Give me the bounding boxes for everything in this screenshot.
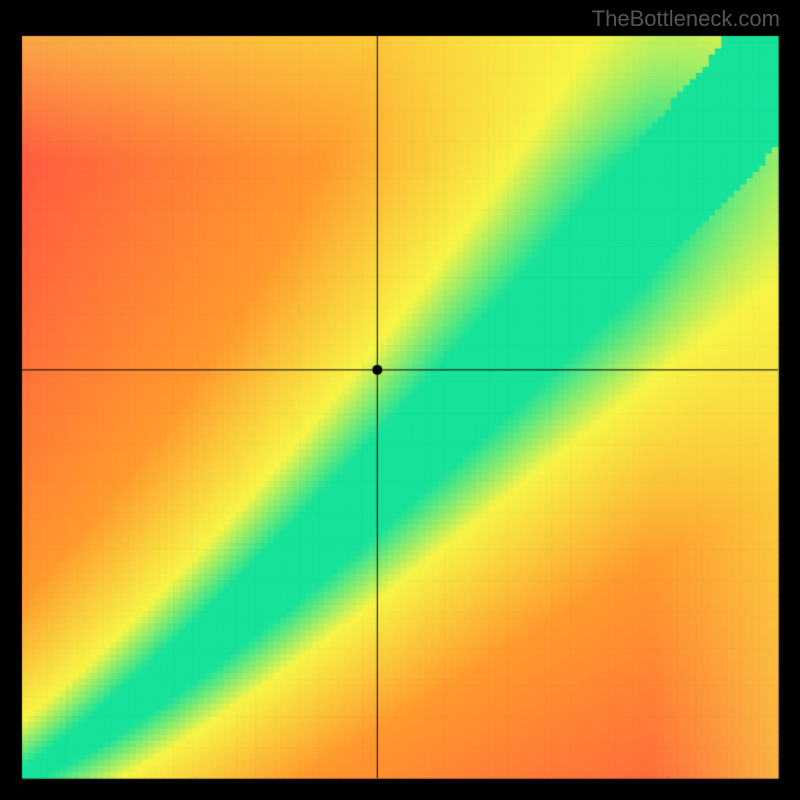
bottleneck-heatmap: [0, 0, 800, 800]
watermark-text: TheBottleneck.com: [592, 6, 780, 32]
chart-container: TheBottleneck.com: [0, 0, 800, 800]
